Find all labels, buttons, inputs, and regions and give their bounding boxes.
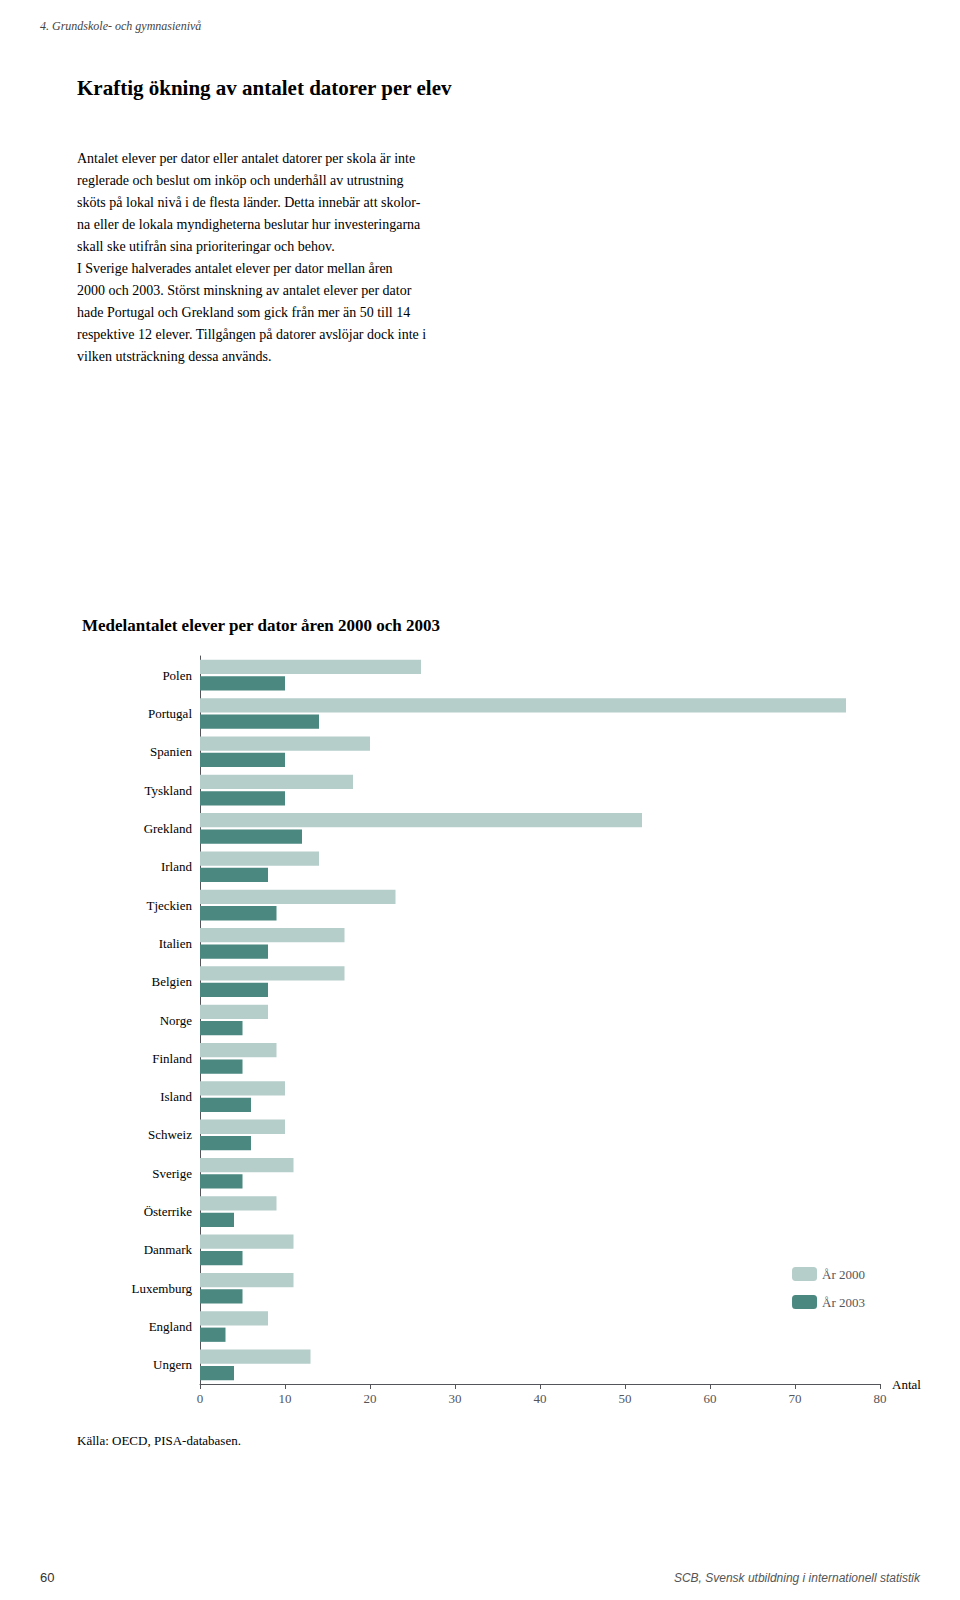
svg-text:Portugal: Portugal — [148, 706, 192, 721]
svg-text:Grekland: Grekland — [144, 821, 193, 836]
svg-text:I Sverige halverades antalet e: I Sverige halverades antalet elever per … — [77, 261, 393, 276]
svg-text:År 2000: År 2000 — [822, 1267, 865, 1282]
svg-text:Irland: Irland — [161, 859, 193, 874]
svg-text:Österrike: Österrike — [144, 1204, 193, 1219]
svg-text:hade Portugal och Grekland som: hade Portugal och Grekland som gick från… — [77, 305, 410, 320]
svg-text:Belgien: Belgien — [152, 974, 193, 989]
svg-text:10: 10 — [279, 1391, 292, 1406]
svg-text:Norge: Norge — [160, 1013, 192, 1028]
svg-text:40: 40 — [534, 1391, 547, 1406]
svg-text:Schweiz: Schweiz — [148, 1127, 192, 1142]
svg-text:Kraftig ökning av antalet dato: Kraftig ökning av antalet datorer per el… — [77, 76, 452, 100]
svg-text:SCB, Svensk utbildning i inter: SCB, Svensk utbildning i internationell … — [674, 1571, 921, 1585]
svg-text:Island: Island — [160, 1089, 192, 1104]
svg-text:20: 20 — [364, 1391, 377, 1406]
svg-text:0: 0 — [197, 1391, 204, 1406]
svg-text:Polen: Polen — [162, 668, 192, 683]
svg-text:England: England — [149, 1319, 193, 1334]
svg-text:Danmark: Danmark — [144, 1242, 193, 1257]
svg-text:vilken utsträckning dessa anvä: vilken utsträckning dessa används. — [77, 349, 271, 364]
svg-text:reglerade och beslut om inköp: reglerade och beslut om inköp och underh… — [77, 173, 404, 188]
svg-text:Antalet elever per dator eller: Antalet elever per dator eller antalet d… — [77, 151, 415, 166]
svg-text:Källa: OECD, PISA-databasen.: Källa: OECD, PISA-databasen. — [77, 1433, 241, 1448]
svg-text:sköts på lokal nivå i de flest: sköts på lokal nivå i de flesta länder. … — [77, 195, 421, 210]
svg-text:respektive 12 elever. Tillgång: respektive 12 elever. Tillgången på dato… — [77, 327, 426, 342]
svg-text:30: 30 — [449, 1391, 462, 1406]
svg-text:Ungern: Ungern — [153, 1357, 192, 1372]
svg-text:2000 och 2003. Störst minsknin: 2000 och 2003. Störst minskning av antal… — [77, 283, 412, 298]
svg-text:na eller de lokala myndigheter: na eller de lokala myndigheterna besluta… — [77, 217, 421, 232]
svg-text:Tyskland: Tyskland — [145, 783, 193, 798]
svg-text:Sverige: Sverige — [152, 1166, 192, 1181]
svg-text:50: 50 — [619, 1391, 632, 1406]
svg-text:60: 60 — [704, 1391, 717, 1406]
svg-text:80: 80 — [874, 1391, 887, 1406]
svg-text:Tjeckien: Tjeckien — [147, 898, 193, 913]
svg-text:Finland: Finland — [152, 1051, 192, 1066]
svg-text:Luxemburg: Luxemburg — [132, 1281, 193, 1296]
svg-text:Antal: Antal — [892, 1377, 921, 1392]
svg-text:60: 60 — [40, 1570, 54, 1585]
svg-text:4. Grundskole- och gymnasieniv: 4. Grundskole- och gymnasienivå — [40, 19, 201, 33]
svg-text:Spanien: Spanien — [150, 744, 192, 759]
svg-text:70: 70 — [789, 1391, 802, 1406]
svg-text:Italien: Italien — [159, 936, 193, 951]
svg-text:skall ske utifrån sina priorit: skall ske utifrån sina prioriteringar oc… — [77, 239, 335, 254]
svg-text:År 2003: År 2003 — [822, 1295, 865, 1310]
svg-text:Medelantalet elever per dator: Medelantalet elever per dator åren 2000 … — [82, 616, 440, 635]
